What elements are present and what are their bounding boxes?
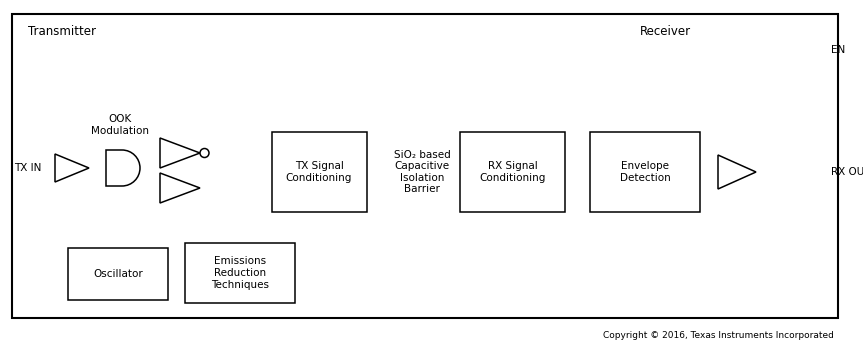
Text: OOK
Modulation: OOK Modulation (91, 114, 149, 136)
Polygon shape (160, 138, 200, 168)
Text: Emissions
Reduction
Techniques: Emissions Reduction Techniques (211, 256, 269, 290)
Text: Receiver: Receiver (640, 25, 691, 38)
Text: EN: EN (831, 45, 845, 55)
Text: Envelope
Detection: Envelope Detection (620, 161, 671, 183)
Bar (272, 132, 367, 212)
Text: TX Signal
Conditioning: TX Signal Conditioning (286, 161, 352, 183)
Bar (185, 243, 295, 303)
Text: RX OUT: RX OUT (831, 167, 863, 177)
Text: Oscillator: Oscillator (93, 269, 143, 279)
Polygon shape (160, 173, 200, 203)
Text: RX Signal
Conditioning: RX Signal Conditioning (479, 161, 545, 183)
Bar (460, 132, 565, 212)
Bar (68, 248, 168, 300)
Text: Copyright © 2016, Texas Instruments Incorporated: Copyright © 2016, Texas Instruments Inco… (603, 332, 834, 340)
Polygon shape (55, 154, 89, 182)
PathPatch shape (106, 150, 140, 186)
Bar (590, 132, 700, 212)
Text: TX IN: TX IN (14, 163, 41, 173)
Text: SiO₂ based
Capacitive
Isolation
Barrier: SiO₂ based Capacitive Isolation Barrier (394, 150, 450, 195)
Circle shape (200, 149, 209, 158)
Polygon shape (718, 155, 756, 189)
Bar (12, 14, 838, 318)
Text: Transmitter: Transmitter (28, 25, 96, 38)
